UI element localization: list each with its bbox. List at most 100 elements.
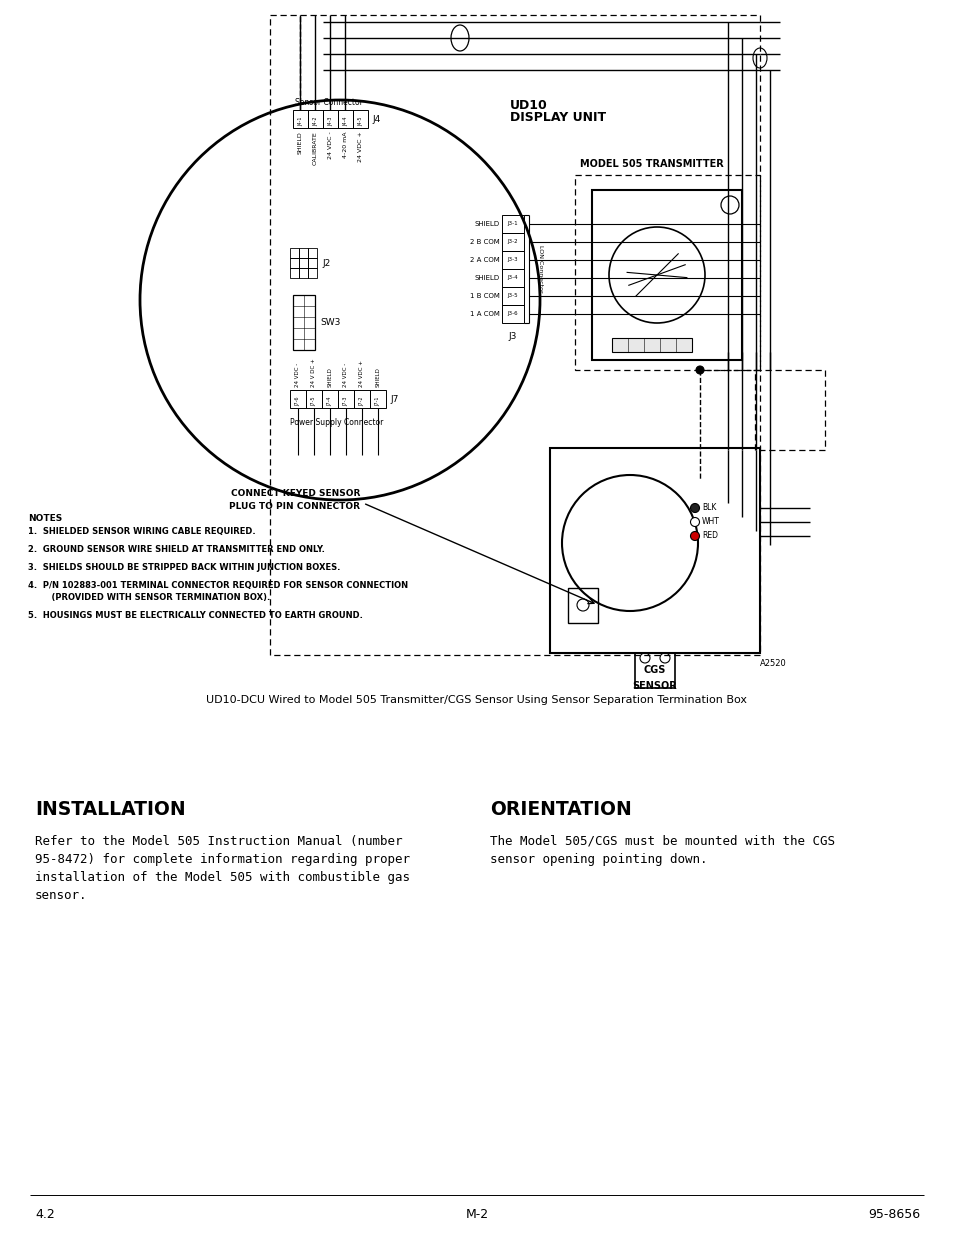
Text: J7-3: J7-3 (343, 396, 348, 406)
Bar (501, 305, 523, 324)
Text: 24 VDC -: 24 VDC - (328, 131, 333, 159)
Text: SHIELD: SHIELD (297, 131, 303, 153)
Bar (298, 258, 308, 268)
Bar (354, 390, 370, 408)
Text: The Model 505/CGS must be mounted with the CGS: The Model 505/CGS must be mounted with t… (490, 835, 834, 848)
Bar (575, 175, 760, 370)
Bar (592, 190, 741, 359)
Text: UD10: UD10 (510, 99, 547, 112)
Text: J4-5: J4-5 (357, 116, 363, 126)
Text: RED: RED (701, 531, 718, 541)
Text: J4-2: J4-2 (313, 116, 317, 126)
Text: J3-1: J3-1 (507, 221, 517, 226)
Text: sensor.: sensor. (35, 889, 88, 902)
Text: CONNECT KEYED SENSOR: CONNECT KEYED SENSOR (231, 489, 359, 498)
Bar (308, 258, 316, 268)
Text: ORIENTATION: ORIENTATION (490, 800, 631, 819)
Text: J3-3: J3-3 (507, 258, 517, 263)
Text: 4-20 mA: 4-20 mA (343, 131, 348, 158)
Bar (337, 110, 353, 128)
Text: SHIELD: SHIELD (475, 221, 499, 227)
Bar (270, 15, 760, 655)
Text: LON Connector: LON Connector (537, 246, 543, 293)
Text: J7-6: J7-6 (295, 396, 300, 406)
Text: 2 A COM: 2 A COM (470, 257, 499, 263)
Bar (308, 110, 323, 128)
Text: J4-1: J4-1 (297, 116, 303, 126)
Circle shape (690, 531, 699, 541)
Text: J7-2: J7-2 (359, 396, 364, 406)
Text: SHIELD: SHIELD (327, 367, 333, 387)
Text: 24 VDC -: 24 VDC - (343, 363, 348, 387)
Text: 24 VDC +: 24 VDC + (357, 131, 363, 162)
Text: (PROVIDED WITH SENSOR TERMINATION BOX).: (PROVIDED WITH SENSOR TERMINATION BOX). (40, 593, 270, 601)
Bar (290, 390, 306, 408)
Text: Sensor Connector: Sensor Connector (294, 98, 362, 107)
Text: 2 B COM: 2 B COM (470, 240, 499, 245)
Text: 1 B COM: 1 B COM (470, 293, 499, 299)
Bar (501, 269, 523, 287)
Text: J4-4: J4-4 (343, 116, 348, 126)
Text: 5.  HOUSINGS MUST BE ELECTRICALLY CONNECTED TO EARTH GROUND.: 5. HOUSINGS MUST BE ELECTRICALLY CONNECT… (28, 611, 362, 620)
Text: J3-5: J3-5 (507, 294, 517, 299)
Bar (635, 653, 675, 688)
Text: PLUG TO PIN CONNECTOR: PLUG TO PIN CONNECTOR (229, 501, 359, 511)
Bar (501, 251, 523, 269)
Text: J7-4: J7-4 (327, 396, 333, 406)
Text: 95-8656: 95-8656 (867, 1208, 919, 1221)
Text: J7-1: J7-1 (375, 396, 380, 406)
Text: SENSOR: SENSOR (632, 680, 677, 692)
Bar (754, 370, 824, 450)
Text: 2.  GROUND SENSOR WIRE SHIELD AT TRANSMITTER END ONLY.: 2. GROUND SENSOR WIRE SHIELD AT TRANSMIT… (28, 545, 325, 555)
Bar (353, 110, 368, 128)
Text: J3-6: J3-6 (507, 311, 517, 316)
Bar (501, 233, 523, 251)
Circle shape (690, 517, 699, 526)
Circle shape (696, 366, 703, 374)
Text: J4: J4 (372, 115, 380, 124)
Text: MODEL 505 TRANSMITTER: MODEL 505 TRANSMITTER (579, 159, 723, 169)
Text: UD10-DCU Wired to Model 505 Transmitter/CGS Sensor Using Sensor Separation Termi: UD10-DCU Wired to Model 505 Transmitter/… (206, 695, 747, 705)
Bar (298, 268, 308, 278)
Text: J3: J3 (508, 332, 517, 341)
Bar (293, 295, 314, 350)
Bar (290, 258, 298, 268)
Text: 4.  P/N 102883-001 TERMINAL CONNECTOR REQUIRED FOR SENSOR CONNECTION: 4. P/N 102883-001 TERMINAL CONNECTOR REQ… (28, 580, 408, 590)
Bar (308, 268, 316, 278)
Text: SHIELD: SHIELD (475, 275, 499, 282)
Text: sensor opening pointing down.: sensor opening pointing down. (490, 853, 707, 866)
Bar (501, 215, 523, 233)
Bar (308, 248, 316, 258)
Text: 24 VDC -: 24 VDC - (295, 363, 300, 387)
Text: J2: J2 (322, 258, 330, 268)
Text: Refer to the Model 505 Instruction Manual (number: Refer to the Model 505 Instruction Manua… (35, 835, 402, 848)
Bar (501, 287, 523, 305)
Bar (306, 390, 322, 408)
Text: INSTALLATION: INSTALLATION (35, 800, 186, 819)
Text: CGS: CGS (643, 664, 665, 676)
Text: 1 A COM: 1 A COM (470, 311, 499, 317)
Text: SHIELD: SHIELD (375, 367, 380, 387)
Text: CALIBRATE: CALIBRATE (313, 131, 317, 164)
Bar (370, 390, 386, 408)
Text: installation of the Model 505 with combustible gas: installation of the Model 505 with combu… (35, 871, 410, 884)
Text: M-2: M-2 (465, 1208, 488, 1221)
Text: WHT: WHT (701, 517, 720, 526)
Text: A2520: A2520 (760, 658, 786, 667)
Text: BLK: BLK (701, 504, 716, 513)
Bar (567, 588, 598, 622)
Bar (337, 390, 354, 408)
Text: 3.  SHIELDS SHOULD BE STRIPPED BACK WITHIN JUNCTION BOXES.: 3. SHIELDS SHOULD BE STRIPPED BACK WITHI… (28, 563, 340, 572)
Text: J4-3: J4-3 (328, 116, 333, 126)
Text: 4.2: 4.2 (35, 1208, 54, 1221)
Bar (322, 390, 337, 408)
Text: J3-4: J3-4 (507, 275, 517, 280)
Bar (323, 110, 337, 128)
Text: J3-2: J3-2 (507, 240, 517, 245)
Bar (290, 268, 298, 278)
Text: 24 V DC +: 24 V DC + (312, 358, 316, 387)
Text: NOTES: NOTES (28, 514, 62, 522)
Text: Power Supply Connector: Power Supply Connector (290, 417, 383, 427)
Bar (298, 248, 308, 258)
Text: J7-5: J7-5 (312, 396, 316, 406)
